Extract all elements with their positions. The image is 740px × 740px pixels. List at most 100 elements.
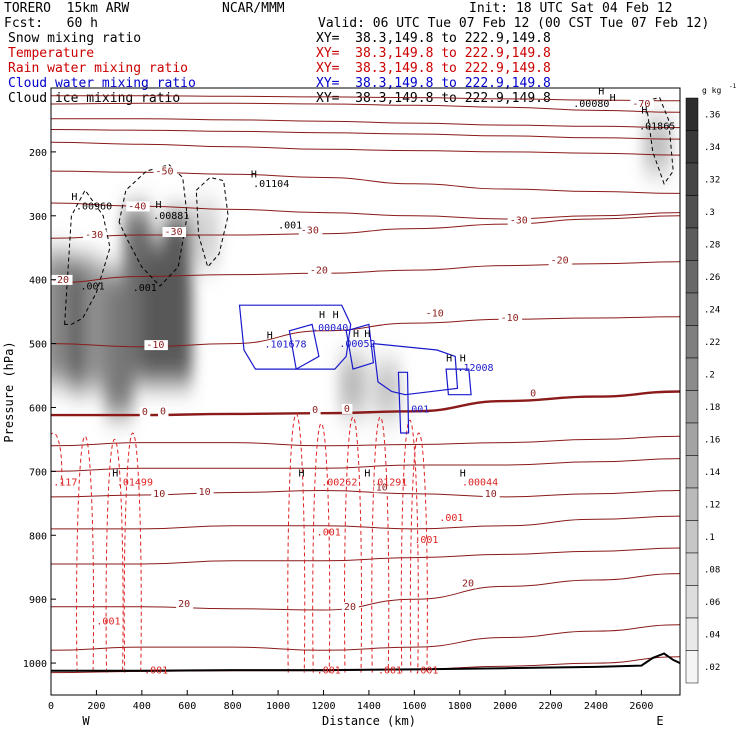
cloud-contour-2 <box>345 323 375 370</box>
isotherm-1 <box>51 102 680 113</box>
ice-contour-3 <box>645 97 674 185</box>
x-tick-label-4: 800 <box>224 701 242 712</box>
isotherm-label-bg-4 <box>162 227 186 237</box>
max-marker-6: H <box>319 310 325 321</box>
max-label-4: .00881 <box>153 211 189 222</box>
isotherm-label-bg-8 <box>307 265 332 276</box>
y-tick-label-0: 200 <box>29 148 47 159</box>
colorbar-tick-11: .14 <box>704 468 720 478</box>
field-xy-cloud-water: XY= 38.3,149.8 to 222.9,149.8 <box>316 76 551 91</box>
plot-frame <box>50 87 681 696</box>
isotherm-label-bg-10 <box>144 340 168 351</box>
max-label-10: .00052 <box>339 339 375 350</box>
max-label-15: .00262 <box>321 477 357 488</box>
y-tick-label-1: 300 <box>29 212 47 223</box>
isotherm-label-7: -20 <box>51 275 69 286</box>
isotherm-label-bg-20 <box>373 482 391 493</box>
field-name-cloud-water: Cloud water mixing ratio <box>8 76 196 91</box>
colorbar-tick-0: .36 <box>704 110 720 120</box>
cloud-water-contours <box>238 304 472 434</box>
max-label-5: .001 <box>278 221 302 232</box>
isotherm-label-6: -30 <box>510 215 528 226</box>
rain-contour-5 <box>312 422 331 673</box>
max-marker-5: H <box>155 200 161 211</box>
max-label-8: .00040 <box>312 323 348 334</box>
colorbar-tick-1: .34 <box>704 143 720 153</box>
cloud-contour-0 <box>238 304 352 370</box>
colorbar-tick-15: .06 <box>704 598 720 608</box>
max-marker-9: H <box>364 329 370 340</box>
isotherm-label-5: -30 <box>301 226 319 237</box>
isotherm-15 <box>51 547 680 565</box>
colorbar-tick-12: .12 <box>704 500 720 510</box>
y-tick-label-4: 600 <box>29 403 47 414</box>
terrain-profile <box>51 652 680 672</box>
max-marker-12: H <box>460 353 466 364</box>
rain-contour-9 <box>409 432 428 673</box>
ice-contour-1 <box>118 164 188 287</box>
y-tick-label-2: 400 <box>29 276 47 287</box>
x-axis-title: Distance (km) <box>322 714 416 728</box>
colorbar-tick-6: .24 <box>704 305 720 315</box>
isotherm-label-20: 10 <box>376 483 388 494</box>
colorbar-unit-exponent: -1 <box>729 83 737 90</box>
colorbar-swatch-0 <box>685 97 699 131</box>
isotherm-label-bg-6 <box>507 215 532 226</box>
rain-contour-0 <box>51 432 63 485</box>
isotherm-label-4: -30 <box>165 227 183 238</box>
max-label-25: .001 <box>414 665 438 676</box>
max-label-3: .00960 <box>76 201 112 212</box>
max-label-18: .001 <box>439 513 463 524</box>
x-tick-label-7: 1400 <box>357 701 381 712</box>
x-tick-label-0: 0 <box>48 701 54 712</box>
rain-contour-6 <box>343 416 363 673</box>
max-marker-0: H <box>598 86 604 97</box>
contour-labels: -70 -50 -40 -30 -30 -30 -30 -20 -20 -20 -10 -10 -10 0… <box>49 86 675 676</box>
isotherm-label-19: 10 <box>199 487 211 498</box>
y-tick-label-3: 500 <box>29 340 47 351</box>
rain-contour-4 <box>287 413 306 673</box>
isotherm-label-16: 0 <box>344 404 350 415</box>
isotherm-label-bg-12 <box>498 313 523 324</box>
isotherm-label-bg-21 <box>482 488 500 499</box>
max-marker-11: H <box>446 353 452 364</box>
isotherm-5 <box>51 170 680 194</box>
endpoint-east: E <box>656 714 663 728</box>
field-name-temperature: Temperature <box>8 46 95 61</box>
isotherm-11 <box>51 435 680 447</box>
isotherm-label-3: -30 <box>85 230 103 241</box>
y-tick-label-8: 1000 <box>23 659 47 670</box>
isotherm-label-12: -10 <box>501 313 519 324</box>
x-tick-label-8: 1600 <box>402 701 426 712</box>
colorbar-swatch-16 <box>685 617 699 651</box>
axes: Pressure (hPa) Distance (km) W E 0 200 400… <box>2 148 664 728</box>
max-label-23: .001 <box>317 665 341 676</box>
colorbar: g kg -1 .36 .34 .32 .3 .28 .26 .24 .22 .2 .18 .16.… <box>685 83 737 684</box>
max-label-21: .001 <box>96 617 120 628</box>
colorbar-swatch-6 <box>685 292 699 326</box>
max-label-16: .01291 <box>371 477 407 488</box>
isotherm-13 <box>51 489 680 498</box>
colorbar-tick-4: .28 <box>704 240 720 250</box>
colorbar-swatch-7 <box>685 325 699 359</box>
isotherm-label-13: 0 <box>142 407 148 418</box>
colorbar-swatch-5 <box>685 260 699 294</box>
isotherm-17 <box>51 624 680 651</box>
isotherm-7 <box>51 215 680 239</box>
max-marker-13: H <box>299 468 305 479</box>
max-marker-14: H <box>364 468 370 479</box>
x-tick-label-1: 200 <box>87 701 105 712</box>
max-label-11: .12008 <box>457 363 493 374</box>
colorbar-swatch-11 <box>685 455 699 489</box>
colorbar-swatch-9 <box>685 390 699 424</box>
max-label-20: .001 <box>414 535 438 546</box>
forecast-hour: Fcst: 60 h <box>4 16 98 31</box>
isotherm-label-bg-18 <box>151 488 169 499</box>
isotherm-label-bg-9 <box>548 255 573 266</box>
isotherm-label-bg-5 <box>298 225 323 236</box>
rain-contour-2 <box>105 438 124 673</box>
max-label-9: .101678 <box>264 339 306 350</box>
max-label-17: .00044 <box>462 477 498 488</box>
max-marker-1: H <box>610 93 616 104</box>
